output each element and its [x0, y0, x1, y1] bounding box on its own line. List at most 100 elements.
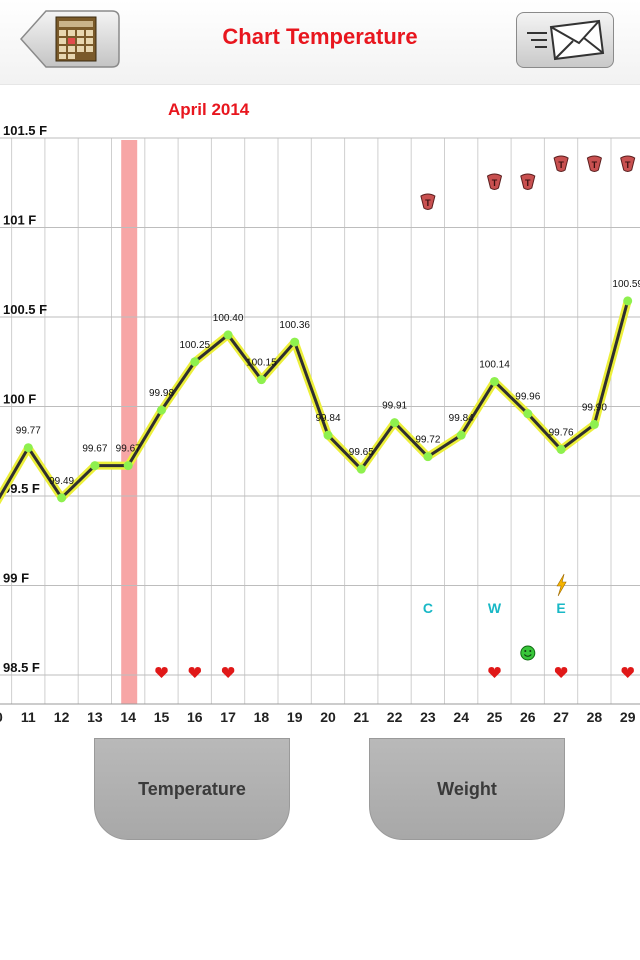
- heart-icon: [188, 667, 201, 678]
- y-tick-label: 100 F: [3, 392, 36, 407]
- x-tick-label: 29: [620, 709, 636, 725]
- chart-canvas: 101.5 F 101 F 100.5 F 100 F 99.5 F 99 F 98.5 F…: [0, 123, 640, 725]
- test-marker-icon: T: [586, 155, 602, 172]
- heart-icon: [621, 667, 634, 678]
- data-label: 100.40: [213, 313, 244, 324]
- data-label: 99.72: [415, 435, 440, 446]
- data-point: [256, 375, 266, 385]
- x-tick-label: 23: [420, 709, 436, 725]
- data-point: [323, 430, 333, 440]
- data-label: 99.65: [349, 447, 374, 458]
- test-marker-shape: [586, 155, 602, 172]
- data-label: 100.36: [279, 320, 310, 331]
- test-marker-glyph: T: [425, 198, 431, 208]
- lightning-icon: [556, 573, 567, 597]
- data-point: [523, 409, 533, 419]
- data-point: [123, 461, 133, 471]
- x-tick-label: 18: [254, 709, 270, 725]
- data-point: [90, 461, 100, 471]
- test-marker-icon: T: [520, 173, 536, 190]
- y-tick-label: 99.5 F: [3, 481, 40, 496]
- data-label: 99.96: [515, 392, 540, 403]
- envelope-icon: [527, 19, 605, 61]
- data-point: [490, 376, 499, 386]
- data-label: 99.84: [449, 413, 474, 424]
- x-tick-label: 26: [520, 709, 536, 725]
- data-label: 99.91: [382, 401, 407, 412]
- data-point: [57, 493, 67, 503]
- data-point: [390, 418, 400, 428]
- y-tick-label: 101 F: [3, 213, 36, 228]
- data-label: 100.25: [180, 340, 211, 351]
- x-tick-label: 12: [54, 709, 70, 725]
- test-marker-glyph: T: [592, 160, 598, 170]
- letter-marker: W: [488, 600, 502, 616]
- test-marker-shape: [553, 155, 569, 172]
- data-point: [623, 296, 633, 306]
- data-label: 99.49: [49, 476, 74, 487]
- x-tick-label: 28: [587, 709, 603, 725]
- data-label: 100.59: [612, 279, 640, 290]
- letter-marker: E: [556, 600, 565, 616]
- smiley-eye: [524, 650, 527, 652]
- data-point: [190, 357, 200, 367]
- x-tick-label: 27: [553, 709, 569, 725]
- data-point: [157, 405, 166, 415]
- series-highlight: [0, 296, 632, 505]
- data-point: [456, 430, 466, 440]
- test-marker-icon: T: [420, 193, 436, 210]
- test-marker-shape: [520, 173, 536, 190]
- x-tick-label: 19: [287, 709, 303, 725]
- smiley-eye: [529, 650, 532, 652]
- heart-icon: [221, 667, 235, 678]
- y-tick-label: 101.5 F: [3, 123, 47, 138]
- x-tick-label: 24: [453, 709, 469, 725]
- page-title: Chart Temperature: [222, 24, 418, 49]
- test-marker-shape: [420, 193, 436, 210]
- data-label: 100.14: [479, 359, 510, 370]
- y-tick-label: 99 F: [3, 571, 29, 586]
- smiley-face: [520, 645, 536, 661]
- smiley-icon: [520, 645, 536, 661]
- test-marker-icon: T: [486, 173, 503, 190]
- data-label: 99.67: [116, 444, 141, 455]
- nav-bar: Chart Temperature: [0, 0, 640, 85]
- x-tick-label: 22: [387, 709, 403, 725]
- data-point: [23, 443, 33, 453]
- letter-marker: C: [423, 600, 433, 616]
- data-label: 99.76: [549, 427, 574, 438]
- smiley-mouth: [523, 654, 532, 657]
- test-marker-glyph: T: [525, 178, 531, 188]
- data-point: [423, 452, 433, 462]
- highlight-band: [121, 140, 138, 704]
- test-marker-icon: T: [620, 155, 636, 172]
- data-point: [556, 444, 566, 454]
- x-tick-label: 14: [120, 709, 136, 725]
- x-tick-label: 20: [320, 709, 336, 725]
- test-marker-icon: T: [553, 155, 569, 172]
- back-calendar-button[interactable]: [19, 10, 120, 68]
- email-button[interactable]: [516, 12, 614, 68]
- data-point: [223, 330, 233, 340]
- data-label: 100.15: [246, 358, 277, 369]
- weight-button[interactable]: Weight: [369, 738, 565, 840]
- data-label: 99.90: [582, 402, 607, 413]
- test-marker-shape: [620, 155, 636, 172]
- x-tick-label: 16: [187, 709, 203, 725]
- temperature-chart: 101.5 F 101 F 100.5 F 100 F 99.5 F 99 F 98.5 F…: [0, 90, 640, 730]
- data-label: 99.84: [315, 413, 340, 424]
- data-label: 99.98: [149, 388, 174, 399]
- data-point: [290, 337, 300, 347]
- series-line: [0, 300, 630, 500]
- test-marker-shape: [486, 173, 503, 190]
- heart-icon: [488, 667, 501, 678]
- temperature-button[interactable]: Temperature: [94, 738, 290, 840]
- test-marker-glyph: T: [558, 160, 564, 170]
- x-tick-label: 10: [0, 709, 3, 725]
- calendar-icon: [19, 10, 120, 68]
- data-label: 99.67: [82, 444, 107, 455]
- data-point: [356, 464, 366, 474]
- month-label: April 2014: [168, 100, 250, 119]
- data-label: 99.77: [16, 426, 41, 437]
- x-tick-label: 17: [220, 709, 236, 725]
